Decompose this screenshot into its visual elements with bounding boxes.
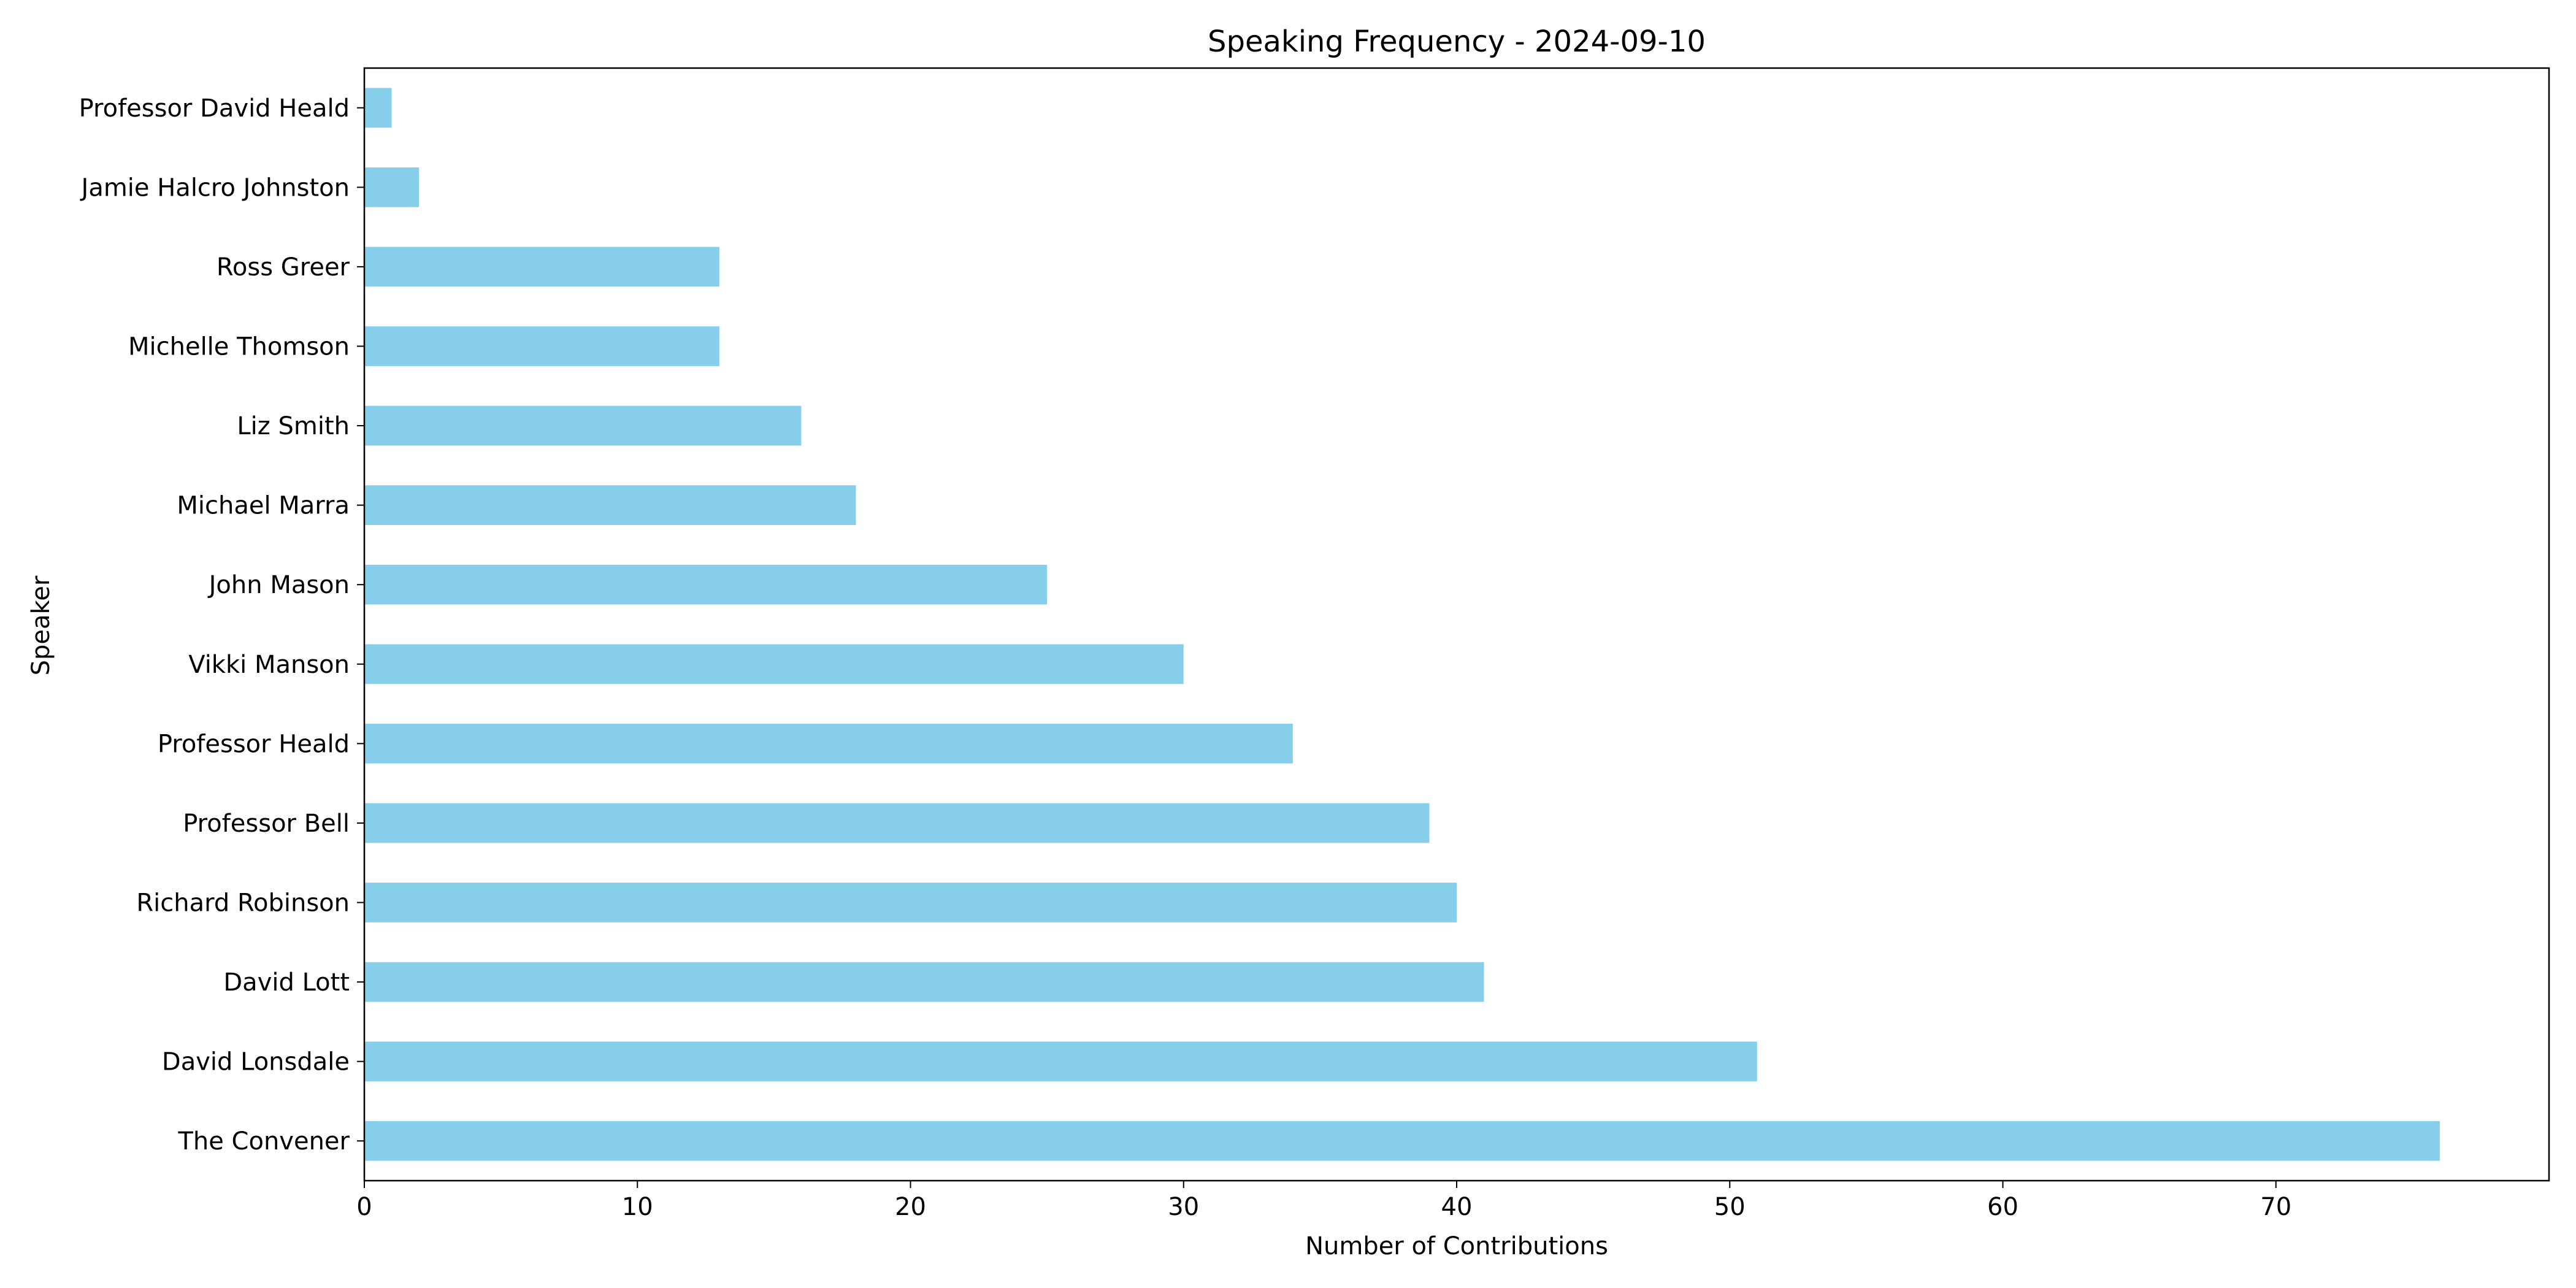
bar-david-lott xyxy=(364,962,1484,1002)
bar-professor-bell xyxy=(364,803,1430,843)
bar-liz-smith xyxy=(364,405,802,446)
x-tick-label: 40 xyxy=(1441,1193,1473,1221)
y-axis-label: Speaker xyxy=(27,575,55,675)
y-tick-label: Michael Marra xyxy=(177,492,350,520)
y-tick-label: Professor David Heald xyxy=(79,94,350,123)
bar-david-lonsdale xyxy=(364,1041,1757,1082)
x-tick-label: 10 xyxy=(622,1193,653,1221)
bar-jamie-halcro-johnston xyxy=(364,167,420,207)
x-tick-label: 70 xyxy=(2260,1193,2291,1221)
bar-michelle-thomson xyxy=(364,326,719,366)
x-tick-label: 50 xyxy=(1714,1193,1746,1221)
x-axis-label: Number of Contributions xyxy=(1305,1232,1608,1260)
bar-professor-heald xyxy=(364,723,1293,764)
y-tick-label: John Mason xyxy=(207,571,350,599)
bar-professor-david-heald xyxy=(364,88,392,128)
y-tick-label: Professor Heald xyxy=(158,730,350,758)
x-tick-label: 20 xyxy=(895,1193,926,1221)
x-tick-label: 60 xyxy=(1987,1193,2018,1221)
bar-richard-robinson xyxy=(364,883,1457,922)
bar-the-convener xyxy=(364,1121,2440,1161)
axes-layer: The Convener David Lonsdale David Lott Rich… xyxy=(79,67,2550,1221)
bar-john-mason xyxy=(364,564,1048,605)
y-tick-label: David Lott xyxy=(223,968,350,997)
bar-michael-marra xyxy=(364,485,856,526)
bar-vikki-manson xyxy=(364,644,1184,684)
bar-ross-greer xyxy=(364,247,719,287)
y-tick-label: Vikki Manson xyxy=(188,651,350,679)
y-tick-label: David Lonsdale xyxy=(162,1048,350,1076)
y-tick-label: Ross Greer xyxy=(217,253,350,282)
x-tick-label: 0 xyxy=(356,1193,372,1221)
bars-layer xyxy=(364,88,2440,1161)
y-tick-label: Michelle Thomson xyxy=(128,333,350,361)
y-tick-label: Jamie Halcro Johnston xyxy=(80,174,350,202)
y-tick-label: Liz Smith xyxy=(237,412,350,440)
x-tick-label: 30 xyxy=(1168,1193,1199,1221)
y-tick-label: Richard Robinson xyxy=(136,889,350,918)
y-tick-label: Professor Bell xyxy=(183,810,350,838)
chart-title: Speaking Frequency - 2024-09-10 xyxy=(1208,25,1706,59)
y-tick-label: The Convener xyxy=(177,1127,350,1156)
